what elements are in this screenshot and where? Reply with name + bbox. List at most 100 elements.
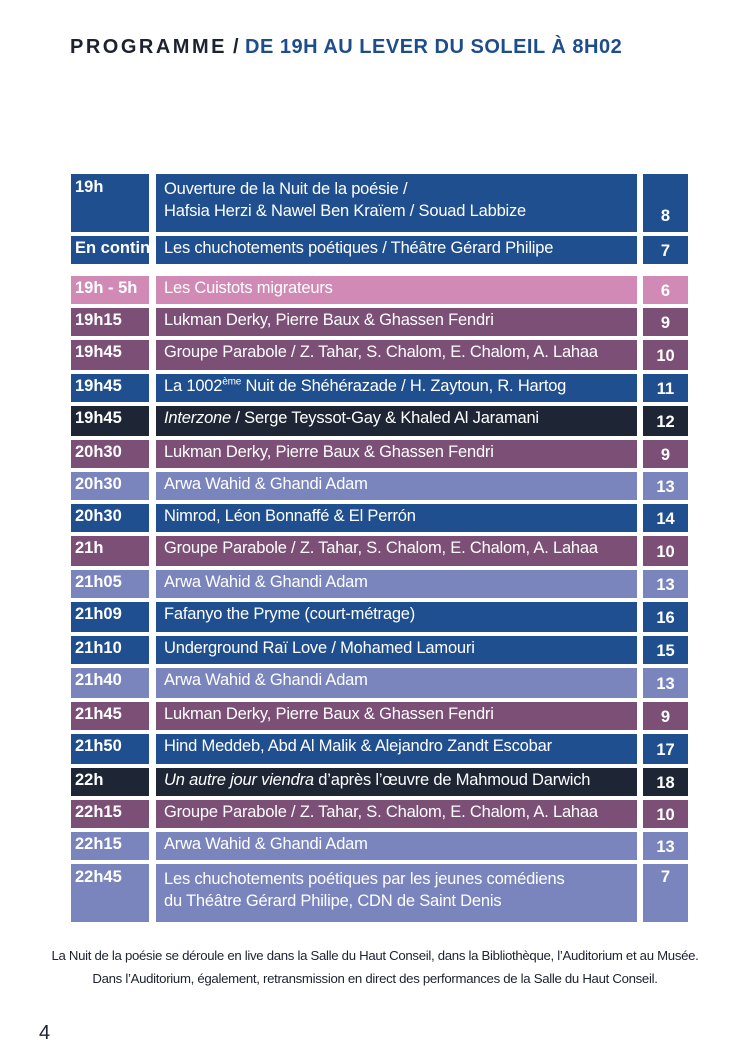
schedule-row: 21h40 Arwa Wahid & Ghandi Adam 13: [71, 668, 688, 698]
row-page-number: 9: [643, 440, 688, 468]
schedule-row: 22h15 Groupe Parabole / Z. Tahar, S. Chal…: [71, 800, 688, 828]
schedule-row: 19h45 Groupe Parabole / Z. Tahar, S. Chal…: [71, 340, 688, 370]
row-title-line: Groupe Parabole / Z. Tahar, S. Chalom, E…: [164, 803, 598, 821]
row-page-number: 10: [643, 340, 688, 370]
row-time: 21h05: [71, 570, 149, 598]
row-page-number: 10: [643, 536, 688, 566]
page-number: 4: [39, 1022, 51, 1044]
row-page-number: 13: [643, 472, 688, 500]
row-title: Groupe Parabole / Z. Tahar, S. Chalom, E…: [156, 800, 637, 828]
row-title-line: Ouverture de la Nuit de la poésie /: [164, 180, 408, 198]
row-page-number: 15: [643, 636, 688, 664]
row-title-line: Arwa Wahid & Ghandi Adam: [164, 475, 368, 493]
row-title-italic: Interzone: [164, 409, 231, 427]
row-page-number: 7: [643, 236, 688, 264]
row-title-line: du Théâtre Gérard Philipe, CDN de Saint …: [164, 892, 502, 910]
row-time: 20h30: [71, 440, 149, 468]
row-title-line: Les chuchotements poétiques / Théâtre Gé…: [164, 239, 554, 257]
row-time: 19h45: [71, 406, 149, 436]
row-page-number: 13: [643, 832, 688, 860]
schedule-row: 21h10 Underground Raï Love / Mohamed Lamo…: [71, 636, 688, 664]
schedule-row: 22h Un autre jour viendra d’après l’œuvre…: [71, 768, 688, 796]
row-time: En continu: [71, 236, 149, 264]
schedule-row: 19h45 Interzone / Serge Teyssot-Gay & Kha…: [71, 406, 688, 436]
row-title: Arwa Wahid & Ghandi Adam: [156, 570, 637, 598]
row-title-line: Nimrod, Léon Bonnaffé & El Perrón: [164, 507, 416, 525]
heading-separator: /: [232, 36, 240, 58]
heading-prefix: PROGRAMME: [70, 36, 227, 58]
row-time: 22h15: [71, 800, 149, 828]
row-title-superscript: ème: [222, 376, 242, 388]
row-time: 20h30: [71, 472, 149, 500]
row-time: 19h45: [71, 374, 149, 402]
row-time: 19h: [71, 174, 149, 232]
row-page-number: 9: [643, 702, 688, 730]
row-title: Les chuchotements poétiques / Théâtre Gé…: [156, 236, 637, 264]
row-title-line: Groupe Parabole / Z. Tahar, S. Chalom, E…: [164, 539, 598, 557]
row-title-line: Arwa Wahid & Ghandi Adam: [164, 835, 368, 853]
row-page-number: 17: [643, 734, 688, 764]
schedule-row: 21h50 Hind Meddeb, Abd Al Malik & Alejand…: [71, 734, 688, 764]
row-title: Arwa Wahid & Ghandi Adam: [156, 472, 637, 500]
row-title: La 1002ème Nuit de Shéhérazade / H. Zayt…: [156, 374, 637, 402]
row-page-number: 7: [643, 864, 688, 922]
row-time: 21h45: [71, 702, 149, 730]
row-time: 21h10: [71, 636, 149, 664]
row-time: 21h40: [71, 668, 149, 698]
row-title: Groupe Parabole / Z. Tahar, S. Chalom, E…: [156, 536, 637, 566]
row-title: Les Cuistots migrateurs: [156, 276, 637, 304]
row-page-number: 8: [643, 174, 688, 232]
row-title: Groupe Parabole / Z. Tahar, S. Chalom, E…: [156, 340, 637, 370]
schedule-row: 21h09 Fafanyo the Pryme (court-métrage) 16: [71, 602, 688, 632]
row-title: Lukman Derky, Pierre Baux & Ghassen Fend…: [156, 308, 637, 336]
schedule-row: 21h Groupe Parabole / Z. Tahar, S. Chalom…: [71, 536, 688, 566]
row-time: 22h: [71, 768, 149, 796]
row-title: Arwa Wahid & Ghandi Adam: [156, 832, 637, 860]
row-time: 21h: [71, 536, 149, 566]
row-title: Fafanyo the Pryme (court-métrage): [156, 602, 637, 632]
row-title: Underground Raï Love / Mohamed Lamouri: [156, 636, 637, 664]
schedule-row: 20h30 Nimrod, Léon Bonnaffé & El Perrón 14: [71, 504, 688, 532]
row-time: 21h09: [71, 602, 149, 632]
schedule-row: 19h45 La 1002ème Nuit de Shéhérazade / H.…: [71, 374, 688, 402]
row-title: Ouverture de la Nuit de la poésie / Hafsi…: [156, 174, 637, 232]
row-title: Hind Meddeb, Abd Al Malik & Alejandro Za…: [156, 734, 637, 764]
row-page-number: 16: [643, 602, 688, 632]
row-page-number: 14: [643, 504, 688, 532]
row-title-line: Fafanyo the Pryme (court-métrage): [164, 605, 416, 623]
row-page-number: 13: [643, 668, 688, 698]
row-time: 19h - 5h: [71, 276, 149, 304]
row-title: Interzone / Serge Teyssot-Gay & Khaled A…: [156, 406, 637, 436]
row-title-line: Les Cuistots migrateurs: [164, 279, 333, 297]
row-title-line: Hind Meddeb, Abd Al Malik & Alejandro Za…: [164, 737, 552, 755]
row-title-line: Underground Raï Love / Mohamed Lamouri: [164, 639, 475, 657]
schedule-row: 19h Ouverture de la Nuit de la poésie / Ha…: [71, 174, 688, 232]
row-title: Lukman Derky, Pierre Baux & Ghassen Fend…: [156, 440, 637, 468]
row-title: Un autre jour viendra d’après l’œuvre de…: [156, 768, 637, 796]
row-title-text: / Serge Teyssot-Gay & Khaled Al Jaramani: [231, 409, 539, 427]
row-time: 19h15: [71, 308, 149, 336]
row-title-line: Arwa Wahid & Ghandi Adam: [164, 573, 368, 591]
row-page-number: 11: [643, 374, 688, 402]
row-title-text: Nuit de Shéhérazade / H. Zaytoun, R. Har…: [241, 377, 567, 395]
schedule-row: En continu Les chuchotements poétiques / …: [71, 236, 688, 264]
schedule-row: 22h15 Arwa Wahid & Ghandi Adam 13: [71, 832, 688, 860]
footnote: La Nuit de la poésie se déroule en live …: [0, 944, 750, 990]
footnote-line-2: Dans l’Auditorium, également, retransmis…: [92, 971, 658, 986]
schedule-row: 21h45 Lukman Derky, Pierre Baux & Ghassen…: [71, 702, 688, 730]
row-title-text: d’après l’œuvre de Mahmoud Darwich: [313, 771, 591, 789]
row-page-number: 13: [643, 570, 688, 598]
schedule-row: 22h45 Les chuchotements poétiques par les…: [71, 864, 688, 922]
row-title-line: Lukman Derky, Pierre Baux & Ghassen Fend…: [164, 705, 494, 723]
row-page-number: 10: [643, 800, 688, 828]
row-page-number: 9: [643, 308, 688, 336]
row-page-number: 6: [643, 276, 688, 304]
row-title: Nimrod, Léon Bonnaffé & El Perrón: [156, 504, 637, 532]
row-page-number: 12: [643, 406, 688, 436]
row-time: 22h15: [71, 832, 149, 860]
row-title-line: Hafsia Herzi & Nawel Ben Kraïem / Souad …: [164, 202, 527, 220]
row-title-line: Arwa Wahid & Ghandi Adam: [164, 671, 368, 689]
row-title: Les chuchotements poétiques par les jeun…: [156, 864, 637, 922]
row-title: Arwa Wahid & Ghandi Adam: [156, 668, 637, 698]
heading-subtitle: DE 19H AU LEVER DU SOLEIL À 8H02: [245, 36, 623, 58]
